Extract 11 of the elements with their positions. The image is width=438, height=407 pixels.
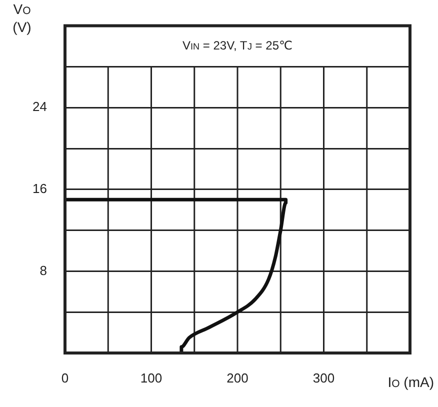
x-axis-title: IO (mA): [388, 374, 434, 390]
y-tick-label: 8: [40, 262, 47, 278]
y-axis-title: VO (V): [12, 0, 32, 35]
y-tick-label: 16: [32, 180, 47, 196]
y-tick-label: 24: [32, 99, 47, 114]
line-series: [65, 198, 288, 353]
x-tick-label: 200: [226, 370, 248, 386]
x-tick-label: 300: [312, 370, 335, 386]
x-tick-label: 100: [140, 370, 162, 386]
x-tick-label: 0: [61, 370, 69, 386]
annotation: VIN = 23V, TJ = 25℃: [182, 38, 292, 53]
